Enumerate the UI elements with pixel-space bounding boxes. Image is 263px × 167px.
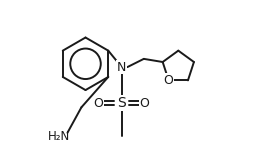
Text: O: O (140, 97, 150, 110)
Text: H₂N: H₂N (48, 130, 70, 143)
Text: O: O (164, 74, 174, 87)
Text: S: S (117, 96, 126, 110)
Text: N: N (117, 61, 126, 74)
Text: O: O (94, 97, 104, 110)
